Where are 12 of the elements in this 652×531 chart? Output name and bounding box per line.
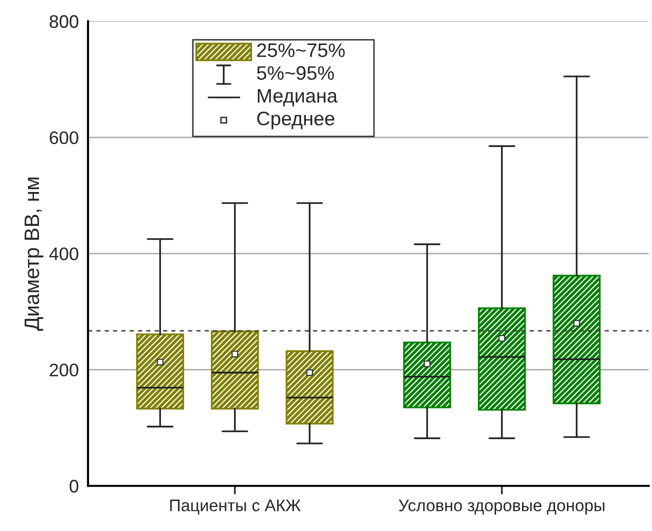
x-tick-label: Пациенты с АКЖ xyxy=(170,500,301,514)
y-tick-label: 400 xyxy=(49,247,78,260)
annotation: Среднее xyxy=(257,112,334,130)
y-axis-title: Диаметр ВВ, нм xyxy=(24,178,44,331)
annotation: 25%~75% xyxy=(257,43,345,58)
annotation: 5%~95% xyxy=(257,66,334,80)
annotation: Медиана xyxy=(258,89,338,106)
y-tick-label: 600 xyxy=(50,131,78,144)
y-tick-label: 800 xyxy=(50,15,78,28)
x-tick-label: Условно здоровые доноры xyxy=(398,500,604,515)
y-tick-label: 200 xyxy=(50,364,78,376)
y-tick-label: 0 xyxy=(70,480,78,493)
